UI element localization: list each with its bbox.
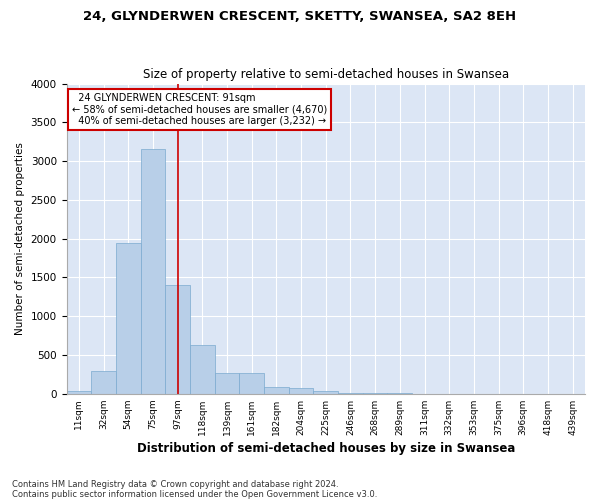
Text: 24 GLYNDERWEN CRESCENT: 91sqm
← 58% of semi-detached houses are smaller (4,670)
: 24 GLYNDERWEN CRESCENT: 91sqm ← 58% of s… xyxy=(72,93,327,126)
Bar xyxy=(338,392,363,394)
Bar xyxy=(215,373,239,394)
Title: Size of property relative to semi-detached houses in Swansea: Size of property relative to semi-detach… xyxy=(143,68,509,81)
Bar xyxy=(313,390,338,394)
Bar xyxy=(67,392,91,394)
Bar xyxy=(289,388,313,394)
Bar xyxy=(140,150,165,394)
Bar xyxy=(91,370,116,394)
Bar xyxy=(190,345,215,394)
Bar xyxy=(264,387,289,394)
Text: 24, GLYNDERWEN CRESCENT, SKETTY, SWANSEA, SA2 8EH: 24, GLYNDERWEN CRESCENT, SKETTY, SWANSEA… xyxy=(83,10,517,23)
Text: Contains HM Land Registry data © Crown copyright and database right 2024.
Contai: Contains HM Land Registry data © Crown c… xyxy=(12,480,377,499)
X-axis label: Distribution of semi-detached houses by size in Swansea: Distribution of semi-detached houses by … xyxy=(137,442,515,455)
Bar xyxy=(165,285,190,394)
Bar xyxy=(239,373,264,394)
Y-axis label: Number of semi-detached properties: Number of semi-detached properties xyxy=(15,142,25,335)
Bar xyxy=(116,242,140,394)
